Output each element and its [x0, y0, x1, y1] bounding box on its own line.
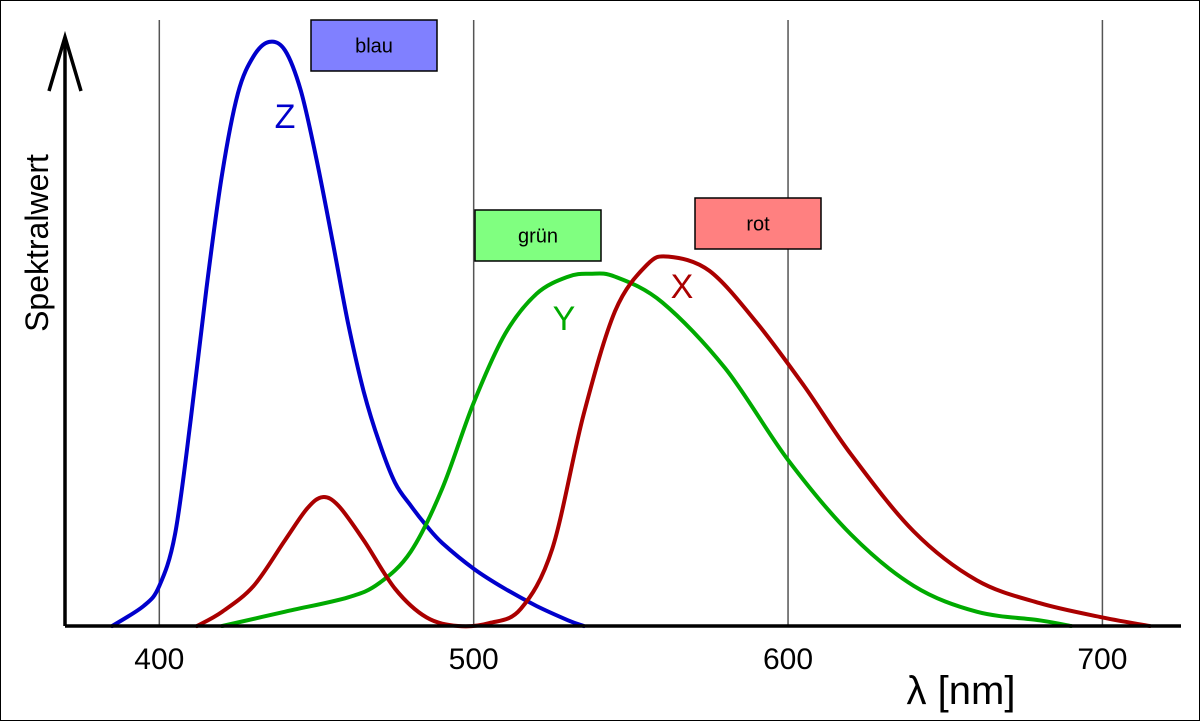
curve-x — [195, 254, 1152, 629]
axes — [47, 30, 1181, 628]
curve-z — [110, 39, 586, 628]
curve-y — [220, 271, 1073, 628]
curve-label-z: Z — [275, 98, 296, 136]
x-tick-label-700: 700 — [1077, 643, 1127, 676]
x-tick-labels: 400 500 600 700 — [134, 643, 1127, 676]
x-tick-label-500: 500 — [449, 643, 499, 676]
curve-label-y: Y — [553, 300, 576, 338]
curve-label-x: X — [671, 268, 694, 306]
legend-box-x — [694, 197, 822, 250]
grid-lines — [158, 20, 1104, 626]
y-axis-arrow-icon — [47, 30, 83, 92]
x-tick-label-400: 400 — [134, 643, 184, 676]
x-axis-label: λ [nm] — [907, 669, 1016, 713]
y-axis-label: Spektralwert — [19, 154, 55, 332]
legend-box-y — [474, 209, 602, 262]
x-tick-label-600: 600 — [763, 643, 813, 676]
legend-box-label-x: rot — [746, 214, 770, 236]
legend-box-label-y: grün — [518, 226, 558, 248]
legend-box-z — [310, 19, 438, 72]
curve-lines — [110, 39, 1152, 629]
legend-box-label-z: blau — [355, 36, 393, 58]
